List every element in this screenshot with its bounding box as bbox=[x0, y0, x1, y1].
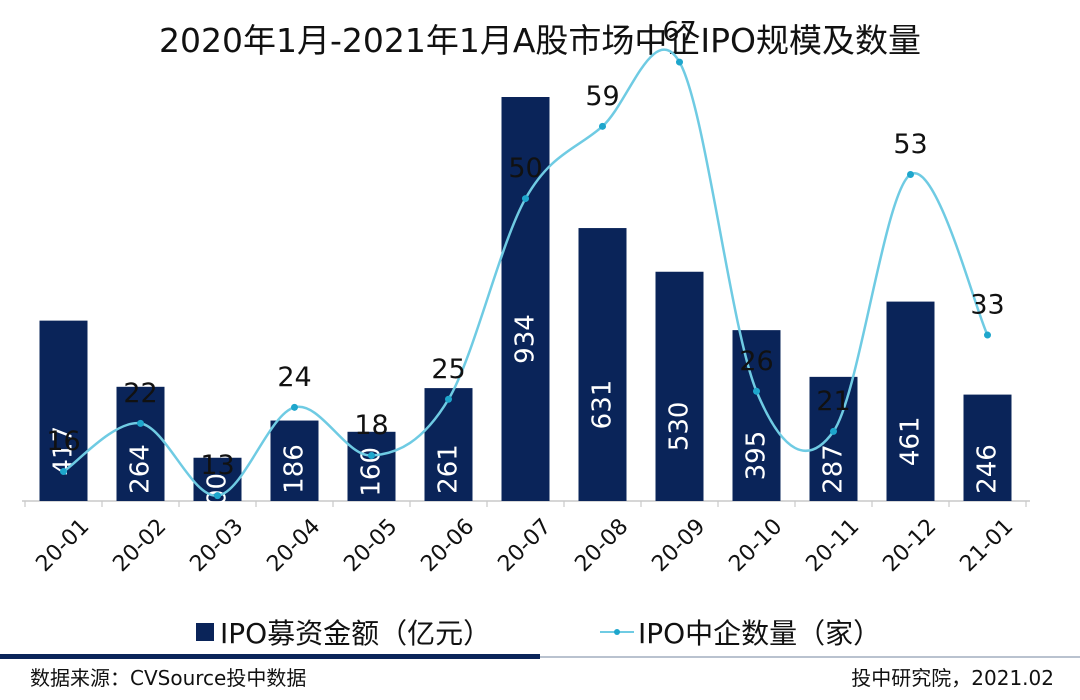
bar-20-04 bbox=[270, 420, 319, 501]
count-marker-20-10 bbox=[753, 387, 760, 395]
count-value-label: 67 bbox=[662, 17, 696, 48]
count-marker-21-01 bbox=[984, 331, 991, 339]
x-tick-label: 20-12 bbox=[878, 514, 941, 577]
x-tick-label: 21-01 bbox=[955, 514, 1018, 577]
x-tick-label: 20-06 bbox=[416, 514, 479, 577]
bar-value-label: 934 bbox=[511, 314, 541, 364]
count-marker-20-07 bbox=[522, 195, 529, 203]
footer-org-date: 投中研究院，2021.02 bbox=[851, 666, 1054, 690]
footer-rule-dark bbox=[0, 654, 540, 659]
legend-item-amount: IPO募资金额（亿元） bbox=[196, 612, 491, 652]
count-marker-20-06 bbox=[445, 395, 452, 403]
x-tick-label: 20-07 bbox=[493, 514, 556, 577]
bar-value-label: 261 bbox=[434, 444, 464, 494]
count-marker-20-12 bbox=[907, 170, 914, 178]
x-tick-label: 20-02 bbox=[108, 514, 171, 577]
count-value-label: 53 bbox=[893, 129, 927, 160]
count-value-label: 59 bbox=[585, 81, 619, 112]
bar-value-label: 246 bbox=[973, 444, 1003, 494]
legend-bar-label: IPO募资金额（亿元） bbox=[220, 617, 492, 650]
bar-20-07 bbox=[501, 97, 550, 501]
count-marker-20-05 bbox=[368, 451, 375, 459]
count-marker-20-11 bbox=[830, 427, 837, 435]
bar-20-10 bbox=[732, 330, 781, 501]
count-value-label: 50 bbox=[508, 153, 542, 184]
legend-line-swatch bbox=[600, 623, 634, 641]
count-value-label: 21 bbox=[816, 386, 850, 417]
x-tick-label: 20-10 bbox=[724, 514, 787, 577]
count-value-label: 24 bbox=[277, 362, 311, 393]
bar-value-label: 530 bbox=[665, 402, 695, 452]
bar-value-label: 287 bbox=[819, 444, 849, 494]
count-marker-20-09 bbox=[676, 58, 683, 66]
bar-21-01 bbox=[963, 394, 1012, 501]
bar-20-09 bbox=[655, 271, 704, 501]
bar-value-label: 631 bbox=[588, 380, 618, 430]
count-marker-20-08 bbox=[599, 122, 606, 130]
x-tick-label: 20-05 bbox=[339, 514, 402, 577]
legend-line-label: IPO中企数量（家） bbox=[638, 617, 882, 650]
x-tick-label: 20-08 bbox=[570, 514, 633, 577]
chart-plot: 4172641001861602619346315303952874612461… bbox=[22, 17, 1030, 577]
legend-item-count: IPO中企数量（家） bbox=[600, 612, 881, 652]
bar-20-12 bbox=[886, 301, 935, 501]
count-marker-20-03 bbox=[214, 492, 221, 500]
bar-value-label: 264 bbox=[126, 444, 156, 494]
bar-20-08 bbox=[578, 228, 627, 501]
x-tick-label: 20-03 bbox=[185, 514, 248, 577]
chart-legend: IPO募资金额（亿元） IPO中企数量（家） bbox=[0, 612, 1080, 652]
x-tick-label: 20-01 bbox=[31, 514, 94, 577]
bar-20-06 bbox=[424, 388, 473, 501]
count-line bbox=[62, 48, 989, 497]
bar-value-label: 186 bbox=[280, 444, 310, 494]
legend-bar-swatch bbox=[196, 623, 214, 641]
footer-rule-light bbox=[540, 656, 1080, 658]
chart-title: 2020年1月-2021年1月A股市场中企IPO规模及数量 bbox=[158, 21, 922, 60]
bar-20-11 bbox=[809, 376, 858, 501]
bar-20-02 bbox=[116, 386, 165, 501]
x-tick-label: 20-11 bbox=[801, 514, 864, 577]
count-value-label: 18 bbox=[354, 410, 388, 441]
footer-source: 数据来源：CVSource投中数据 bbox=[30, 666, 307, 690]
bar-value-label: 417 bbox=[49, 426, 79, 476]
count-value-label: 22 bbox=[123, 378, 157, 409]
bar-20-05 bbox=[347, 431, 396, 501]
count-value-label: 26 bbox=[739, 346, 773, 377]
count-value-label: 33 bbox=[970, 290, 1004, 321]
x-tick-label: 20-09 bbox=[647, 514, 710, 577]
count-value-label: 25 bbox=[431, 354, 465, 385]
bar-value-label: 395 bbox=[742, 431, 772, 481]
count-marker-20-02 bbox=[137, 419, 144, 427]
count-value-label: 16 bbox=[46, 426, 80, 457]
count-marker-20-01 bbox=[60, 468, 67, 476]
x-tick-label: 20-04 bbox=[262, 514, 325, 577]
count-value-label: 13 bbox=[200, 450, 234, 481]
bar-value-label: 461 bbox=[896, 416, 926, 466]
count-marker-20-04 bbox=[291, 403, 298, 411]
